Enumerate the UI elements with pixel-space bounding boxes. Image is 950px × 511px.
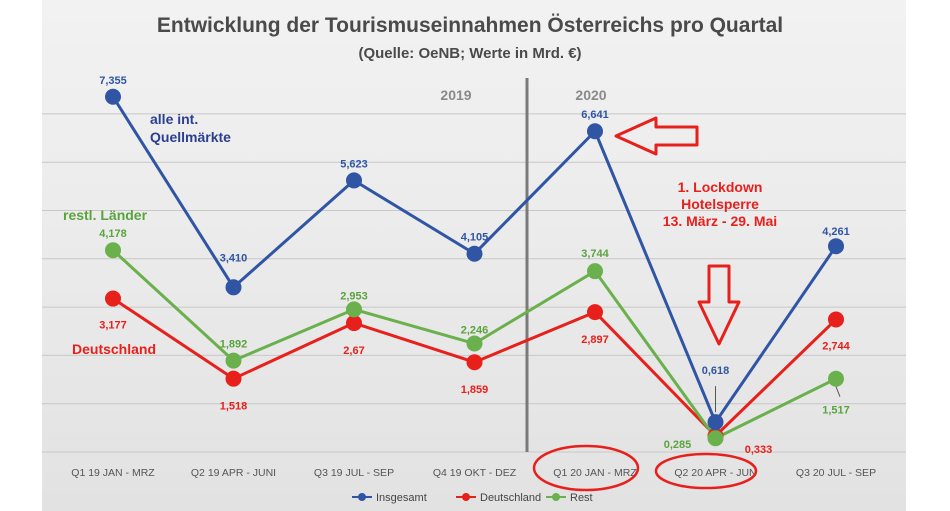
chart-title: Entwicklung der Tourismuseinnahmen Öster… xyxy=(157,14,783,37)
data-point xyxy=(225,352,242,369)
data-point xyxy=(466,245,483,262)
x-tick-label: Q1 19 JAN - MRZ xyxy=(71,467,155,479)
x-tick-label: Q4 19 OKT - DEZ xyxy=(433,467,517,479)
data-label: 5,623 xyxy=(340,158,368,170)
x-tick-label: Q2 20 APR - JUN xyxy=(674,467,756,479)
data-point xyxy=(105,290,121,307)
data-label: 1,517 xyxy=(822,405,850,417)
legend-label: Deutschland xyxy=(480,492,541,504)
data-point xyxy=(707,414,724,431)
highlight-circle-q1-20 xyxy=(532,444,640,492)
data-point xyxy=(828,238,844,255)
data-point xyxy=(346,301,362,318)
data-label: 2,953 xyxy=(340,290,368,302)
right-margin xyxy=(906,0,950,511)
x-axis: Q1 19 JAN - MRZ Q2 19 APR - JUNI Q3 19 JUL… xyxy=(71,467,876,479)
data-label: 2,897 xyxy=(581,334,609,346)
left-margin xyxy=(0,0,42,511)
annotation-lockdown-line1: 1. Lockdown xyxy=(678,179,763,195)
data-point xyxy=(466,354,483,371)
data-point xyxy=(587,123,603,140)
annotation-lockdown-line3: 13. März - 29. Mai xyxy=(663,213,777,229)
data-point xyxy=(466,335,483,352)
series-layer xyxy=(105,88,844,447)
data-label: 4,178 xyxy=(99,228,127,240)
legend: Insgesamt Deutschland Rest xyxy=(352,492,593,504)
data-point xyxy=(346,172,362,189)
data-point xyxy=(587,304,603,321)
data-label: 2,67 xyxy=(343,345,364,357)
year-label-2019: 2019 xyxy=(440,87,471,103)
data-point xyxy=(346,315,362,332)
data-label: 1,518 xyxy=(220,401,248,413)
data-label: 3,410 xyxy=(220,252,248,264)
legend-marker xyxy=(358,493,366,501)
arrow-left-icon xyxy=(614,116,699,156)
leader-line xyxy=(835,386,841,397)
data-point xyxy=(225,370,242,387)
data-label: 3,744 xyxy=(581,248,609,260)
grid-lines xyxy=(42,113,906,453)
data-point xyxy=(828,370,844,387)
data-label: 0,618 xyxy=(702,365,730,377)
data-point xyxy=(587,263,603,280)
data-point xyxy=(828,311,844,328)
data-label: 4,261 xyxy=(822,226,850,238)
data-label: 4,105 xyxy=(461,232,489,244)
annotation-deutschland: Deutschland xyxy=(72,341,156,357)
legend-marker xyxy=(462,493,470,501)
data-label: 3,177 xyxy=(99,320,127,332)
data-point xyxy=(707,430,724,447)
annotation-lockdown-line2: Hotelsperre xyxy=(681,196,759,212)
chart-subtitle: (Quelle: OeNB; Werte in Mrd. €) xyxy=(358,45,581,62)
data-label: 2,246 xyxy=(461,325,489,337)
arrow-down-icon xyxy=(697,264,741,346)
data-labels: 7,355 3,410 5,623 4,105 6,641 0,618 4,261 3,177… xyxy=(99,75,850,456)
data-label: 6,641 xyxy=(581,109,609,121)
annotation-insgesamt-line2: Quellmärkte xyxy=(150,129,231,145)
data-label: 2,744 xyxy=(822,340,850,352)
x-tick-label: Q3 20 JUL - SEP xyxy=(796,467,876,479)
data-point xyxy=(225,279,242,296)
x-tick-label: Q1 20 JAN - MRZ xyxy=(553,467,637,479)
annotation-insgesamt-line1: alle int. xyxy=(150,111,198,127)
legend-marker xyxy=(552,493,560,501)
annotation-rest: restl. Länder xyxy=(63,207,148,223)
highlight-circle-q2-20 xyxy=(654,452,758,490)
x-tick-label: Q2 19 APR - JUNI xyxy=(191,467,276,479)
data-point xyxy=(105,242,121,259)
x-tick-label: Q3 19 JUL - SEP xyxy=(314,467,394,479)
data-label: 0,333 xyxy=(745,444,773,456)
data-point xyxy=(105,88,121,105)
legend-label: Insgesamt xyxy=(376,492,427,504)
legend-label: Rest xyxy=(570,492,593,504)
data-label: 7,355 xyxy=(99,75,127,87)
data-label: 1,859 xyxy=(461,384,489,396)
data-label: 0,285 xyxy=(664,439,692,451)
year-label-2020: 2020 xyxy=(575,87,606,103)
data-label: 1,892 xyxy=(220,339,248,351)
